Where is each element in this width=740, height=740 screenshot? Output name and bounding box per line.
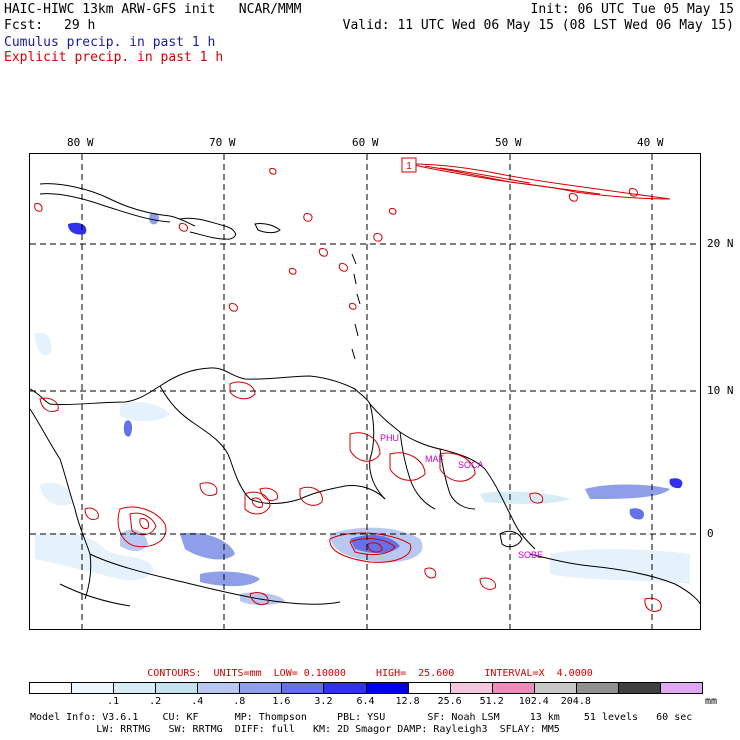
init-time: Init: 06 UTC Tue 05 May 15 (530, 2, 735, 17)
max-marker: 1 (401, 157, 417, 173)
coastlines (30, 183, 700, 607)
colorbar-tick-label: 3.2 (314, 696, 333, 707)
colorbar-tick-label: 25.6 (437, 696, 462, 707)
lon-label-50w: 50 W (495, 136, 522, 149)
legend-cumulus: Cumulus precip. in past 1 h (4, 35, 216, 50)
valid-time: Valid: 11 UTC Wed 06 May 15 (08 LST Wed … (342, 18, 734, 33)
colorbar-cell (197, 682, 241, 694)
lat-lon-grid (30, 154, 700, 629)
colorbar-cell (533, 682, 577, 694)
map-canvas: 1 PHU MAF SOCA SOBE (30, 154, 700, 629)
lon-label-40w: 40 W (637, 136, 664, 149)
lat-label-10n: 10 N (707, 384, 734, 397)
colorbar-cell (365, 682, 409, 694)
place-label-soca: SOCA (458, 460, 484, 470)
colorbar-tick-label: 12.8 (395, 696, 420, 707)
colorbar-tick-label: 204.8 (560, 696, 591, 707)
colorbar-tick-label: 102.4 (518, 696, 549, 707)
colorbar-cell (281, 682, 325, 694)
colorbar-cell (617, 682, 661, 694)
place-label-sobe: SOBE (518, 550, 543, 560)
model-info-line2: LW: RRTMG SW: RRTMG DIFF: full KM: 2D Sm… (30, 724, 560, 735)
map-title: HAIC-HIWC 13km ARW-GFS init NCAR/MMM (4, 2, 302, 17)
colorbar-tick-label: 1.6 (272, 696, 291, 707)
colorbar-tick-label: .8 (233, 696, 246, 707)
colorbar-tick-label: 51.2 (479, 696, 504, 707)
map-panel: 1 PHU MAF SOCA SOBE (29, 153, 701, 630)
forecast-hour: 29 h (64, 18, 96, 33)
colorbar-tick-label: .2 (149, 696, 162, 707)
colorbar-cell (659, 682, 703, 694)
colorbar-unit: mm (705, 696, 718, 707)
explicit-precip-contours (34, 163, 671, 612)
colorbar-cell (575, 682, 619, 694)
colorbar-cell (29, 682, 73, 694)
colorbar-cell (491, 682, 535, 694)
lat-label-0: 0 (707, 527, 714, 540)
contours-info: CONTOURS: UNITS=mm LOW= 0.10000 HIGH= 25… (147, 668, 593, 679)
max-marker-label: 1 (406, 161, 412, 172)
colorbar-tick-label: 6.4 (356, 696, 375, 707)
place-label-maf: MAF (425, 454, 445, 464)
colorbar-cell (239, 682, 283, 694)
cumulus-precip-areas (35, 212, 690, 606)
place-label-phu: PHU (380, 433, 399, 443)
colorbar-cell (407, 682, 451, 694)
colorbar-cell (155, 682, 199, 694)
model-info-line1: Model Info: V3.6.1 CU: KF MP: Thompson P… (30, 712, 693, 723)
lon-label-80w: 80 W (67, 136, 94, 149)
colorbar (29, 682, 703, 694)
colorbar-cell (323, 682, 367, 694)
colorbar-tick-label: .1 (107, 696, 120, 707)
legend-explicit: Explicit precip. in past 1 h (4, 50, 224, 65)
colorbar-cell (113, 682, 157, 694)
colorbar-tick-label: .4 (191, 696, 204, 707)
lon-label-70w: 70 W (209, 136, 236, 149)
forecast-label: Fcst: (4, 18, 44, 33)
lat-label-20n: 20 N (707, 237, 734, 250)
colorbar-cell (449, 682, 493, 694)
colorbar-cell (71, 682, 115, 694)
lon-label-60w: 60 W (352, 136, 379, 149)
